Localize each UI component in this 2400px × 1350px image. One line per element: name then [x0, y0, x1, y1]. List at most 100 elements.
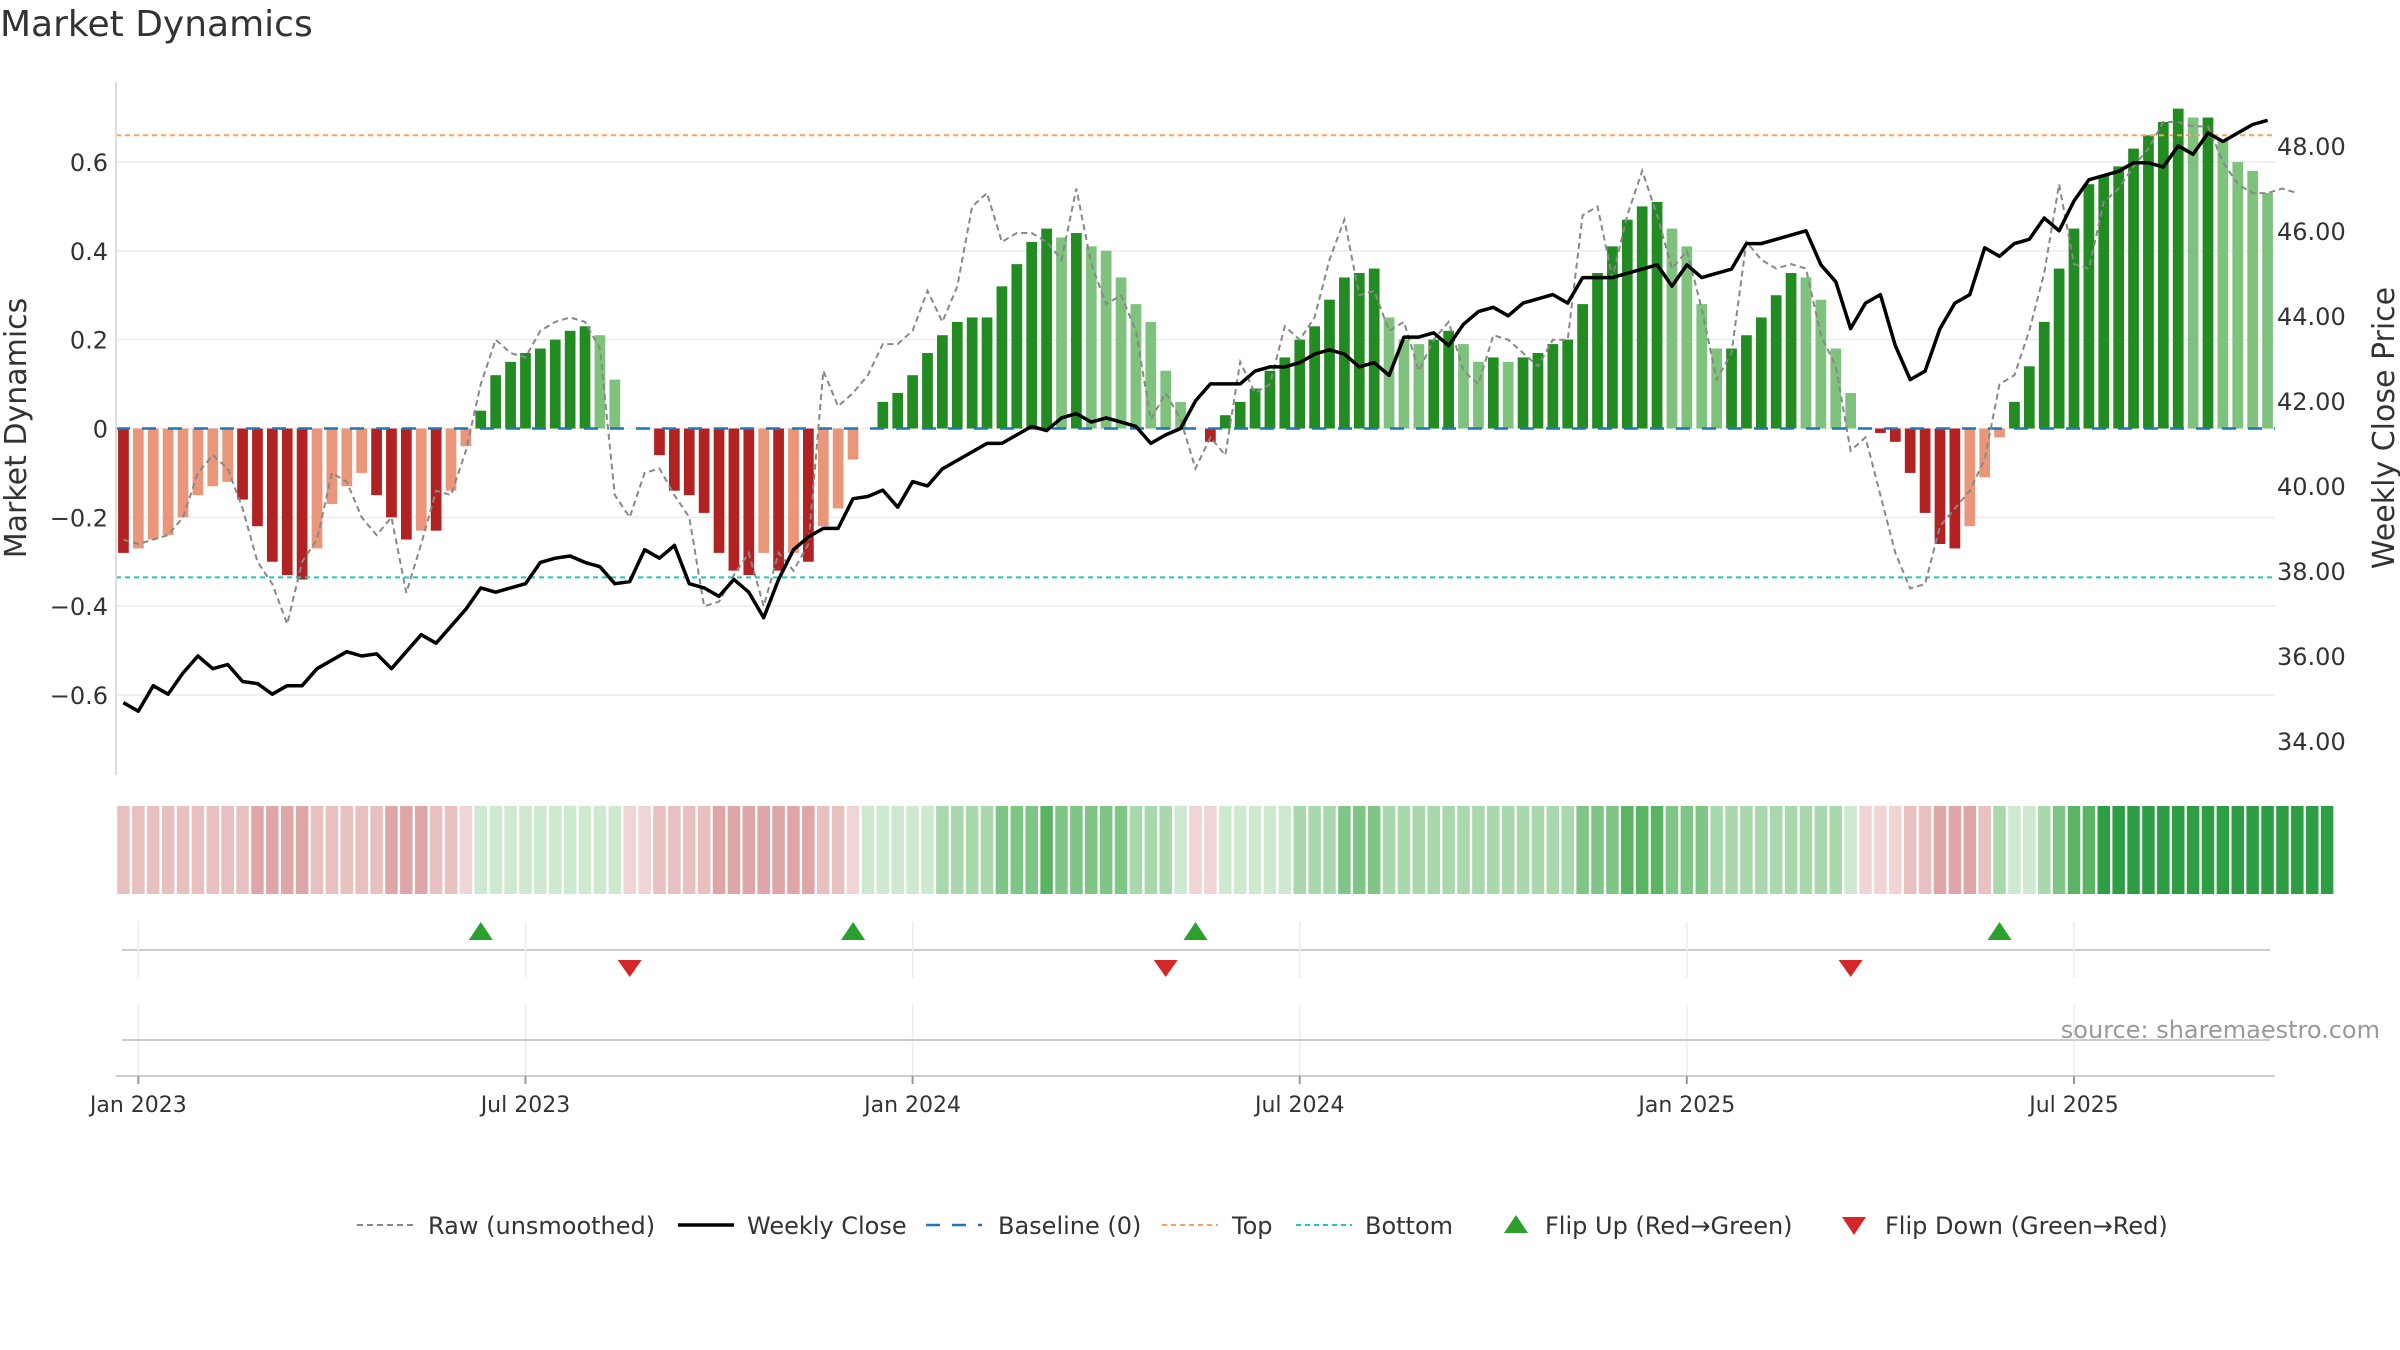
dynamics-bar [177, 428, 189, 518]
strip-cell [1397, 806, 1411, 894]
x-tick-label: Jan 2023 [88, 1093, 187, 1118]
strip-cell [251, 806, 264, 894]
strip-cell [2216, 806, 2230, 894]
legend-label: Flip Up (Red→Green) [1545, 1212, 1793, 1240]
strip-cell [1650, 806, 1664, 894]
dynamics-bar [1830, 348, 1842, 429]
strip-cell [1769, 806, 1783, 894]
flip-up-marker [841, 922, 866, 940]
strip-cell [891, 806, 904, 894]
strip-cell [1993, 806, 2006, 894]
strip-cell [757, 806, 770, 894]
dynamics-bar [2128, 148, 2139, 429]
y-right-tick-label: 36.00 [2277, 643, 2346, 671]
strip-cell [280, 806, 294, 894]
strip-cell [817, 806, 830, 894]
strip-cell [1576, 806, 1589, 894]
dynamics-bar [1845, 392, 1857, 429]
strip-cell [161, 806, 175, 894]
dynamics-bar [2187, 117, 2199, 429]
flip-down-marker [1153, 960, 1178, 977]
dynamics-bar [922, 352, 933, 429]
dynamics-bar [1487, 357, 1499, 429]
dynamics-bar [1532, 352, 1544, 429]
strip-cell [1129, 806, 1143, 894]
strip-cell [1948, 806, 1962, 894]
dynamics-bar [549, 339, 561, 429]
strip-cell [1859, 806, 1872, 894]
strip-cell [846, 806, 860, 894]
strip-cell [191, 806, 205, 894]
dynamics-bar [326, 428, 338, 505]
strip-cell [1621, 806, 1634, 894]
dynamics-bar [237, 428, 248, 500]
dynamics-bar [2217, 139, 2229, 429]
strip-cell [1010, 806, 1024, 894]
y-left-tick-label: 0.6 [70, 149, 108, 177]
dynamics-bar [1413, 344, 1425, 429]
dynamics-bar [1666, 228, 1678, 429]
dynamics-bar [2143, 135, 2154, 429]
strength-strip [117, 806, 2334, 894]
x-tick-label: Jan 2024 [862, 1093, 961, 1118]
dynamics-bar [400, 428, 412, 540]
y-left-tick-label: −0.4 [50, 593, 108, 621]
dynamics-bar [118, 428, 129, 553]
strip-cell [1516, 806, 1530, 894]
dynamics-bar [445, 428, 457, 491]
dynamics-bar [490, 375, 502, 429]
dynamics-bar [281, 428, 293, 576]
strip-cell [1233, 806, 1247, 894]
dynamics-bar [415, 428, 427, 531]
levels-layer [116, 134, 2275, 579]
dynamics-bar [758, 428, 770, 553]
strip-cell [1933, 806, 1947, 894]
strip-cell [2186, 806, 2200, 894]
y-right-tick-label: 42.00 [2277, 388, 2346, 416]
strip-cell [1189, 806, 1202, 894]
strip-cell [772, 806, 785, 894]
strip-cell [1695, 806, 1709, 894]
strip-cell [980, 806, 994, 894]
dynamics-bar [594, 335, 606, 429]
strip-cell [1367, 806, 1381, 894]
dynamics-bar [460, 428, 472, 447]
strip-cell [2112, 806, 2125, 894]
dynamics-bar [728, 428, 740, 571]
dynamics-bar [1979, 428, 1991, 478]
dynamics-bar [1175, 401, 1186, 429]
dynamics-bar [1368, 268, 1380, 429]
dynamics-bar [743, 428, 755, 576]
axes-layer: −0.6 −0.4 −0.2 0 0.2 0.4 0.6 34.00 36.00 38.00 40.… [50, 82, 2346, 775]
strip-cell [1874, 806, 1887, 894]
strip-cell [1219, 806, 1232, 894]
y-right-tick-label: 34.00 [2277, 728, 2346, 756]
strip-cell [534, 806, 547, 894]
strip-cell [742, 806, 756, 894]
dynamics-bar [1726, 348, 1737, 429]
strip-cell [787, 806, 800, 894]
flip-down-marker [1838, 960, 1863, 977]
dynamics-bar [683, 428, 695, 496]
strip-cell [1174, 806, 1187, 894]
strip-cell [355, 806, 368, 894]
dynamics-bar [877, 401, 889, 429]
dynamics-bar [1949, 428, 1961, 549]
dynamics-bar [1011, 264, 1023, 429]
strip-cell [995, 806, 1009, 894]
strip-cell [548, 806, 562, 894]
strip-cell [2127, 806, 2140, 894]
dynamics-bar [1592, 273, 1603, 429]
strip-cell [2246, 806, 2259, 894]
dynamics-bar [1458, 344, 1469, 429]
flip-up-marker [1987, 922, 2012, 940]
dynamics-bar [2262, 193, 2273, 429]
strip-cell [1070, 806, 1083, 894]
strip-cell [1025, 806, 1038, 894]
strip-cell [712, 806, 726, 894]
dynamics-bar [981, 317, 993, 429]
legend-label: Raw (unsmoothed) [428, 1212, 655, 1240]
dynamics-bar [371, 428, 382, 496]
strip-cell [1546, 806, 1560, 894]
dynamics-bar [966, 317, 978, 429]
